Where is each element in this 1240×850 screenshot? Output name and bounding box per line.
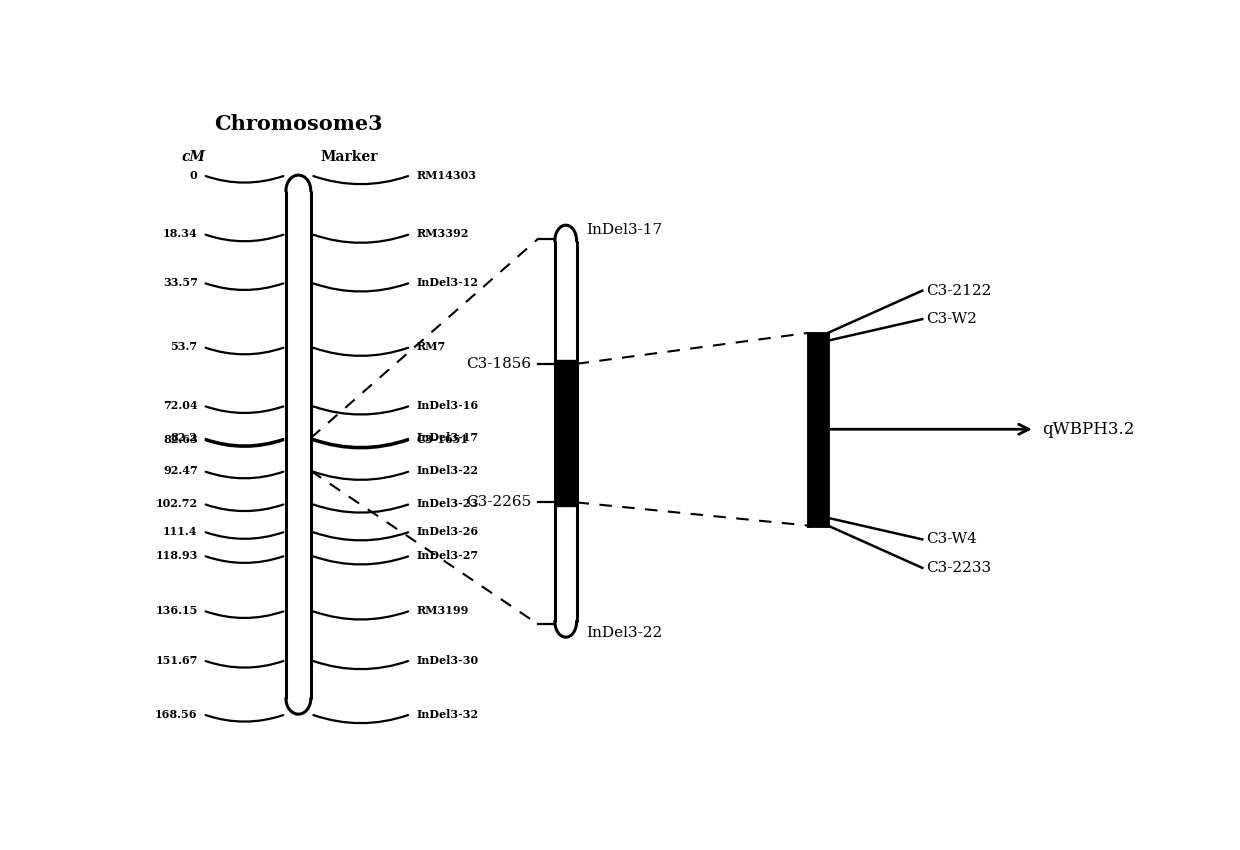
Text: C3-1651: C3-1651	[417, 434, 469, 445]
Text: 72.04: 72.04	[162, 400, 197, 411]
Text: InDel3-27: InDel3-27	[417, 550, 479, 561]
Text: 53.7: 53.7	[171, 342, 197, 353]
Text: InDel3-30: InDel3-30	[417, 654, 479, 666]
Text: 111.4: 111.4	[164, 526, 197, 537]
Text: C3-W4: C3-W4	[926, 532, 977, 547]
Text: 151.67: 151.67	[155, 654, 197, 666]
Text: 18.34: 18.34	[162, 229, 197, 240]
Text: Marker: Marker	[320, 150, 377, 164]
Text: 82.2: 82.2	[171, 433, 197, 444]
Text: C3-W2: C3-W2	[926, 312, 977, 326]
Text: InDel3-17: InDel3-17	[585, 223, 662, 237]
Text: InDel3-17: InDel3-17	[417, 433, 479, 444]
Text: InDel3-32: InDel3-32	[417, 709, 479, 720]
Text: C3-2265: C3-2265	[466, 496, 532, 509]
Text: 82.63: 82.63	[162, 434, 197, 445]
Text: 92.47: 92.47	[162, 465, 197, 476]
Text: InDel3-12: InDel3-12	[417, 277, 479, 288]
Text: InDel3-23: InDel3-23	[417, 498, 479, 509]
Text: 102.72: 102.72	[155, 498, 197, 509]
Text: 118.93: 118.93	[155, 550, 197, 561]
Text: C3-2122: C3-2122	[926, 284, 992, 298]
Text: InDel3-22: InDel3-22	[417, 465, 479, 476]
Text: RM3392: RM3392	[417, 229, 469, 240]
Text: InDel3-26: InDel3-26	[417, 526, 479, 537]
Text: 168.56: 168.56	[155, 709, 197, 720]
Text: InDel3-16: InDel3-16	[417, 400, 479, 411]
Text: C3-1856: C3-1856	[466, 357, 532, 371]
Text: 136.15: 136.15	[155, 605, 197, 616]
Text: cM: cM	[182, 150, 206, 164]
Text: qWBPH3.2: qWBPH3.2	[1043, 421, 1135, 438]
Text: RM14303: RM14303	[417, 170, 477, 181]
Text: InDel3-22: InDel3-22	[585, 626, 662, 640]
Text: RM7: RM7	[417, 342, 446, 353]
Text: C3-2233: C3-2233	[926, 561, 991, 575]
Text: 33.57: 33.57	[162, 277, 197, 288]
Text: RM3199: RM3199	[417, 605, 469, 616]
Text: Chromosome3: Chromosome3	[215, 114, 383, 133]
Text: 0: 0	[190, 170, 197, 181]
